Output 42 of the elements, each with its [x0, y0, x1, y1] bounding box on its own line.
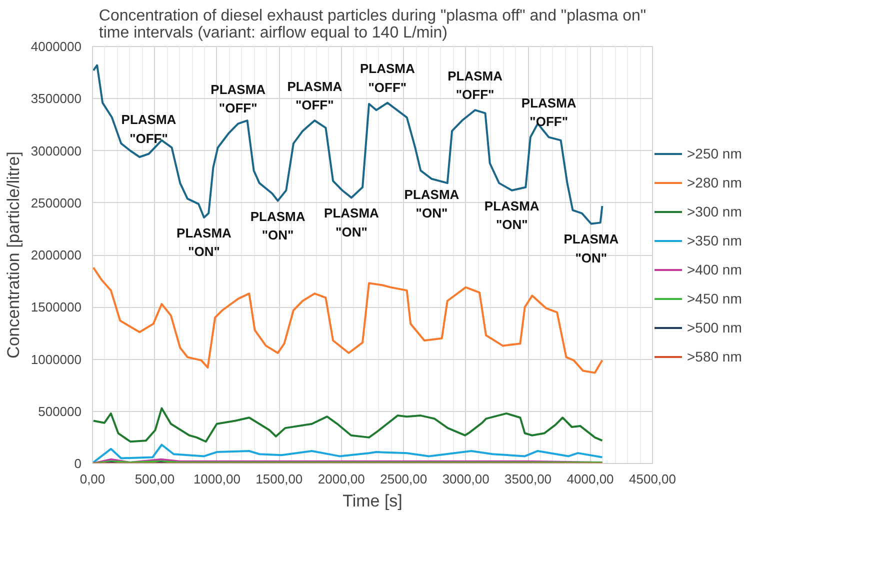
x-tick-label: 2000,00 [318, 472, 365, 486]
legend-label: >250 nm [687, 145, 742, 161]
chart-title: Concentration of diesel exhaust particles during "plasma off" and "plasma on" time intervals (variant: airflow equal to 140 L/min) [98, 8, 646, 42]
y-tick-label: 2000000 [30, 248, 82, 262]
legend-label: >500 nm [687, 319, 742, 335]
y-tick-label: 2500000 [30, 195, 82, 210]
y-tick-label: 0 [74, 456, 82, 471]
legend-label: >400 nm [687, 261, 742, 277]
y-tick-label: 3500000 [30, 91, 82, 106]
annotation: PLASMA "OFF" [287, 78, 343, 113]
annotation: PLASMA "ON" [250, 208, 306, 243]
x-tick-label: 2500,00 [380, 472, 428, 486]
legend-label: >300 nm [687, 203, 742, 219]
legend-label: >280 nm [687, 174, 742, 190]
x-tick-label: 3000,00 [442, 472, 490, 486]
annotation: PLASMA "OFF" [360, 61, 416, 95]
x-tick-label: 1500,00 [256, 472, 303, 486]
legend-label: >350 nm [687, 232, 742, 248]
annotation: PLASMA "ON" [484, 198, 540, 232]
x-axis-title: Time [s] [342, 492, 402, 510]
y-tick-label: 1000000 [30, 352, 82, 367]
x-tick-label: 4500,00 [629, 472, 676, 486]
annotation: PLASMA "OFF" [521, 95, 577, 130]
annotation: PLASMA "OFF" [210, 82, 266, 116]
annotation: PLASMA "OFF" [448, 68, 504, 102]
annotation: PLASMA "ON" [404, 186, 460, 221]
x-tick-label: 1000,00 [193, 472, 240, 486]
annotation: PLASMA "ON" [564, 232, 620, 266]
annotation: PLASMA "ON" [176, 225, 232, 260]
x-tick-label: 4000,00 [566, 472, 614, 486]
y-tick-label: 4000000 [30, 39, 82, 54]
x-tick-label: 0,00 [80, 472, 106, 486]
y-tick-label: 3000000 [30, 143, 82, 158]
annotation: PLASMA "ON" [324, 206, 380, 240]
y-tick-label: 1500000 [30, 300, 82, 315]
y-tick-label: 500000 [38, 404, 82, 419]
x-tick-label: 500,00 [134, 472, 175, 486]
legend-label: >580 nm [687, 348, 742, 364]
legend-label: >450 nm [687, 290, 742, 306]
annotation: PLASMA "OFF" [121, 112, 177, 146]
x-tick-label: 3500,00 [504, 472, 552, 486]
y-axis-title: Concentration [particle/litre] [4, 152, 23, 358]
